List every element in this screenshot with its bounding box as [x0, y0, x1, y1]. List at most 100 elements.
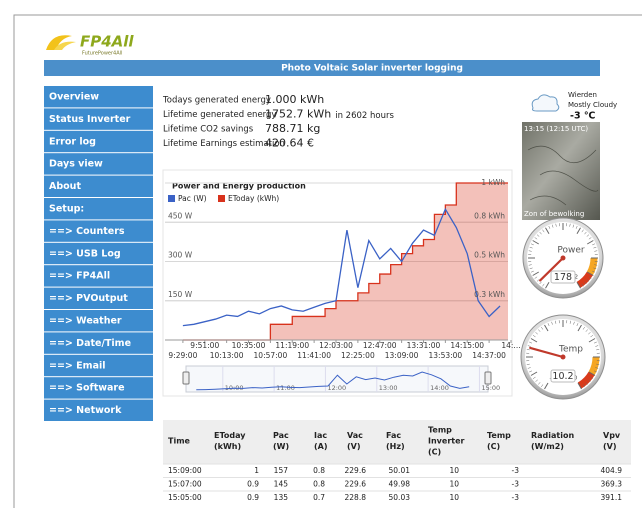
- table-cell: 135: [274, 493, 289, 502]
- menu-item[interactable]: Days view: [44, 153, 153, 174]
- x-tick-label: 12:03:00: [319, 341, 353, 350]
- menu-item-label[interactable]: About: [49, 181, 81, 192]
- gauge-band: [590, 258, 594, 274]
- navigator-label: 13:00: [379, 384, 398, 392]
- table-header: Vpv: [603, 431, 621, 440]
- menu-item-label[interactable]: ==> PVOutput: [49, 293, 128, 304]
- table-header: (Hz): [386, 442, 405, 451]
- menu-item-label[interactable]: ==> Network: [49, 405, 122, 416]
- stat-value: 1.000 kWh: [265, 93, 324, 106]
- menu-item-label[interactable]: ==> Counters: [49, 226, 125, 237]
- x-tick-label: 14:37:00: [472, 351, 506, 360]
- y2-tick-label: 0.5 kWh: [474, 251, 505, 260]
- y-tick-label: 450 W: [168, 211, 193, 220]
- stat-label: Lifetime CO2 savings: [163, 125, 254, 135]
- weather-place: Wierden: [568, 91, 597, 99]
- table-cell: 228.8: [345, 493, 367, 502]
- menu-item-label[interactable]: ==> USB Log: [49, 248, 121, 259]
- table-cell: 157: [274, 466, 289, 475]
- table-cell: 10: [449, 480, 459, 489]
- x-tick-label: 11:41:00: [297, 351, 331, 360]
- table-cell: 0.8: [313, 466, 325, 475]
- table-cell: 10: [449, 493, 459, 502]
- menu-item-label[interactable]: Error log: [49, 136, 96, 147]
- navigator-label: 14:00: [430, 384, 449, 392]
- menu-item[interactable]: ==> Weather: [44, 310, 153, 331]
- table-cell: 0.8: [313, 480, 325, 489]
- table-cell: 50.03: [389, 493, 411, 502]
- menu-item[interactable]: ==> Counters: [44, 220, 153, 241]
- table-header: (V): [347, 442, 361, 451]
- weather-icon: [532, 95, 559, 111]
- menu-item[interactable]: ==> FP4All: [44, 265, 153, 286]
- x-tick-label: 9:51:00: [190, 341, 219, 350]
- menu-item[interactable]: ==> Email: [44, 355, 153, 376]
- menu-item-label[interactable]: ==> Weather: [49, 316, 122, 327]
- gauge-hub: [561, 256, 566, 261]
- menu-item-label[interactable]: Status Inverter: [49, 114, 131, 125]
- table-cell: 0.9: [247, 480, 259, 489]
- legend-label: EToday (kWh): [228, 194, 279, 203]
- menu-item[interactable]: ==> Network: [44, 400, 153, 421]
- table-header: (C): [487, 442, 500, 451]
- stat-value: 420.64 €: [265, 137, 314, 150]
- menu-item-label[interactable]: ==> FP4All: [49, 271, 110, 282]
- menu-item-label[interactable]: Days view: [49, 159, 103, 170]
- x-tick-label: 10:13:00: [210, 351, 244, 360]
- x-tick-label: 10:35:00: [232, 341, 266, 350]
- page: FP4All FuturePower4All Photo Voltaic Sol…: [0, 0, 642, 508]
- table-cell: 145: [274, 480, 289, 489]
- menu-item-label[interactable]: ==> Date/Time: [49, 338, 131, 349]
- menu-item-label[interactable]: ==> Software: [49, 383, 125, 394]
- y2-tick-label: 1 kWh: [481, 178, 505, 187]
- x-tick-label: 11:19:00: [275, 341, 309, 350]
- table-header: (kWh): [214, 442, 241, 451]
- gauge-value: 10.2: [552, 371, 573, 382]
- table-cell: 15:07:00: [168, 480, 202, 489]
- table-header: Pac: [273, 431, 289, 440]
- navigator-handle[interactable]: [485, 372, 491, 384]
- menu-item[interactable]: Status Inverter: [44, 108, 153, 129]
- menu-item[interactable]: Overview: [44, 86, 153, 107]
- y2-tick-label: 0.8 kWh: [474, 211, 505, 220]
- legend-label: Pac (W): [178, 194, 207, 203]
- gauge-title: Temp: [558, 345, 583, 355]
- menu-item[interactable]: About: [44, 176, 153, 197]
- menu-item[interactable]: Setup:: [44, 198, 153, 219]
- table-cell: 50.01: [389, 466, 411, 475]
- table-header[interactable]: Time: [168, 437, 191, 446]
- weather-condition: Mostly Cloudy: [568, 101, 617, 109]
- table-cell: 391.1: [601, 493, 623, 502]
- table-cell: -3: [512, 466, 520, 475]
- menu-item[interactable]: Error log: [44, 131, 153, 152]
- x-tick-label: 14:15:00: [450, 341, 484, 350]
- table-header: (C): [428, 448, 441, 457]
- weather-map-time: 13:15 (12:15 UTC): [524, 125, 588, 133]
- menu-item-label[interactable]: Setup:: [49, 204, 84, 215]
- gauge-value: 178: [554, 272, 572, 283]
- menu-item[interactable]: ==> PVOutput: [44, 288, 153, 309]
- menu-item[interactable]: ==> Date/Time: [44, 332, 153, 353]
- table-header: Temp: [428, 426, 452, 435]
- navigator-label: 12:00: [327, 384, 346, 392]
- y2-tick-label: 0.3 kWh: [474, 290, 505, 299]
- logo: FP4All FuturePower4All: [46, 33, 134, 57]
- stat-value: 1752.7 kWh: [265, 108, 331, 121]
- menu-item-label[interactable]: Overview: [49, 92, 99, 103]
- gauge-title: Power: [557, 246, 585, 256]
- table-cell: -3: [512, 493, 520, 502]
- navigator-handle[interactable]: [183, 372, 189, 384]
- menu-item-label[interactable]: ==> Email: [49, 360, 106, 371]
- table-cell: 15:09:00: [168, 466, 202, 475]
- table-cell: 15:05:00: [168, 493, 202, 502]
- x-tick-label: 10:57:00: [254, 351, 288, 360]
- weather-map: [522, 122, 600, 220]
- menu-item[interactable]: ==> Software: [44, 377, 153, 398]
- table-header: (A): [314, 442, 328, 451]
- table-header: Fac: [386, 431, 401, 440]
- stat-label: Todays generated energy: [162, 96, 271, 106]
- table-cell: 0.9: [247, 493, 259, 502]
- stat-note: in 2602 hours: [335, 111, 394, 121]
- menu-item[interactable]: ==> USB Log: [44, 243, 153, 264]
- table-header: (W/m2): [531, 442, 564, 451]
